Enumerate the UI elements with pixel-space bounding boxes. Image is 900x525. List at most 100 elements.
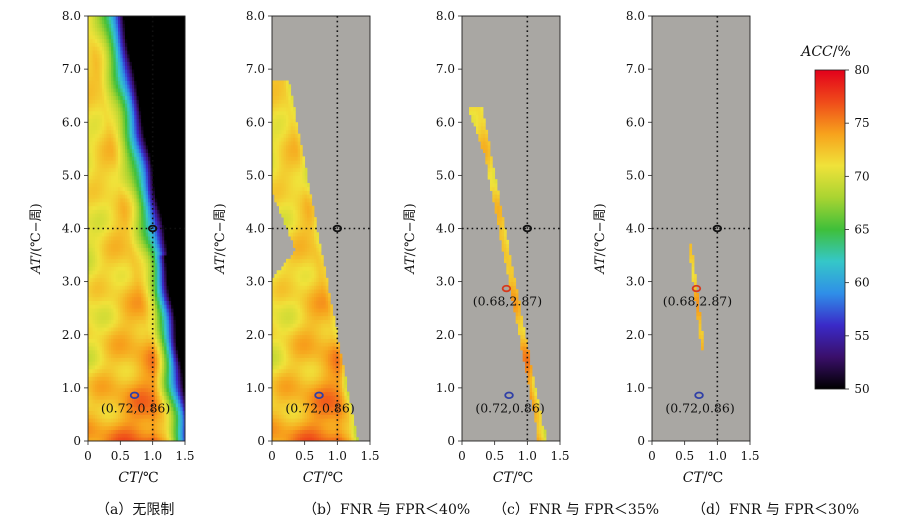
- heatmap-cell: [129, 194, 133, 199]
- heatmap-cell: [108, 171, 112, 176]
- heatmap-cell: [101, 243, 105, 248]
- heatmap-cell: [120, 372, 124, 377]
- heatmap-cell: [180, 315, 184, 320]
- heatmap-cell: [134, 346, 137, 351]
- heatmap-cell: [118, 262, 121, 267]
- heatmap-cell: [180, 141, 184, 146]
- heatmap-cell: [124, 224, 128, 229]
- heatmap-cell: [124, 289, 128, 294]
- heatmap-cell: [122, 304, 126, 309]
- heatmap-cell: [164, 338, 167, 343]
- heatmap-cell: [115, 422, 119, 427]
- heatmap-cell: [157, 399, 160, 404]
- heatmap-cell: [111, 236, 114, 241]
- heatmap-cell: [111, 308, 114, 313]
- heatmap-cell: [150, 198, 154, 203]
- heatmap-cell: [145, 387, 149, 393]
- heatmap-cell: [141, 103, 144, 108]
- heatmap-cell: [90, 418, 94, 423]
- heatmap-cell: [106, 137, 110, 142]
- heatmap-cell: [124, 346, 128, 351]
- heatmap-cell: [111, 425, 114, 431]
- heatmap-cell: [104, 209, 107, 214]
- heatmap-cell: [92, 91, 96, 97]
- heatmap-cell: [113, 224, 117, 229]
- heatmap-cell: [173, 418, 177, 423]
- heatmap-cell: [148, 357, 151, 362]
- heatmap-cell: [154, 76, 158, 81]
- heatmap-cell: [159, 232, 163, 237]
- heatmap-cell: [159, 224, 163, 229]
- heatmap-cell: [115, 262, 119, 267]
- heatmap-cell: [106, 395, 110, 400]
- heatmap-cell: [143, 205, 147, 210]
- heatmap-cell: [106, 228, 110, 233]
- heatmap-cell: [154, 171, 158, 176]
- heatmap-cell: [115, 353, 119, 358]
- heatmap-cell: [134, 262, 137, 267]
- heatmap-cell: [92, 46, 96, 51]
- heatmap-cell: [173, 46, 177, 51]
- heatmap-cell: [94, 209, 98, 214]
- heatmap-cell: [118, 403, 121, 408]
- heatmap-cell: [127, 232, 130, 237]
- heatmap-cell: [164, 277, 167, 283]
- heatmap-cell: [274, 403, 278, 408]
- heatmap-cell: [152, 346, 156, 351]
- heatmap-cell: [115, 239, 119, 245]
- heatmap-cell: [166, 171, 170, 176]
- heatmap-cell: [88, 31, 91, 36]
- heatmap-cell: [111, 209, 114, 214]
- heatmap-cell: [164, 395, 167, 400]
- heatmap-cell: [164, 425, 167, 431]
- heatmap-cell: [168, 384, 172, 389]
- heatmap-cell: [122, 399, 126, 404]
- heatmap-cell: [166, 50, 170, 55]
- heatmap-cell: [274, 327, 278, 332]
- heatmap-cell: [131, 152, 135, 157]
- heatmap-cell: [106, 107, 110, 112]
- heatmap-cell: [120, 156, 124, 161]
- heatmap-cell: [108, 353, 112, 358]
- heatmap-cell: [127, 365, 130, 370]
- heatmap-cell: [94, 194, 98, 199]
- heatmap-cell: [138, 330, 142, 336]
- heatmap-cell: [279, 429, 282, 434]
- heatmap-cell: [180, 84, 184, 89]
- heatmap-cell: [99, 152, 103, 157]
- heatmap-cell: [127, 270, 130, 275]
- heatmap-cell: [113, 296, 117, 301]
- heatmap-cell: [175, 69, 179, 74]
- heatmap-cell: [276, 376, 280, 381]
- heatmap-cell: [134, 372, 137, 377]
- heatmap-cell: [129, 72, 133, 78]
- heatmap-cell: [148, 217, 151, 222]
- heatmap-cell: [150, 167, 154, 172]
- heatmap-cell: [276, 365, 280, 370]
- heatmap-cell: [150, 433, 154, 438]
- heatmap-cell: [108, 110, 112, 116]
- heatmap-cell: [99, 330, 103, 336]
- heatmap-cell: [150, 285, 154, 290]
- heatmap-cell: [150, 53, 154, 59]
- heatmap-cell: [134, 57, 137, 62]
- heatmap-cell: [159, 205, 163, 210]
- heatmap-cell: [136, 91, 140, 97]
- heatmap-cell: [152, 145, 156, 150]
- heatmap-cell: [274, 365, 278, 370]
- heatmap-cell: [99, 194, 103, 199]
- heatmap-cell: [180, 380, 184, 385]
- heatmap-cell: [276, 346, 280, 351]
- heatmap-cell: [88, 433, 91, 438]
- heatmap-cell: [138, 118, 142, 123]
- heatmap-cell: [106, 57, 110, 62]
- heatmap-cell: [124, 220, 128, 226]
- heatmap-cell: [157, 182, 160, 188]
- heatmap-cell: [157, 53, 160, 59]
- heatmap-cell: [99, 190, 103, 195]
- heatmap-cell: [136, 27, 140, 32]
- heatmap-cell: [157, 16, 160, 21]
- heatmap-cell: [173, 148, 177, 153]
- heatmap-cell: [118, 380, 121, 385]
- heatmap-cell: [173, 330, 177, 336]
